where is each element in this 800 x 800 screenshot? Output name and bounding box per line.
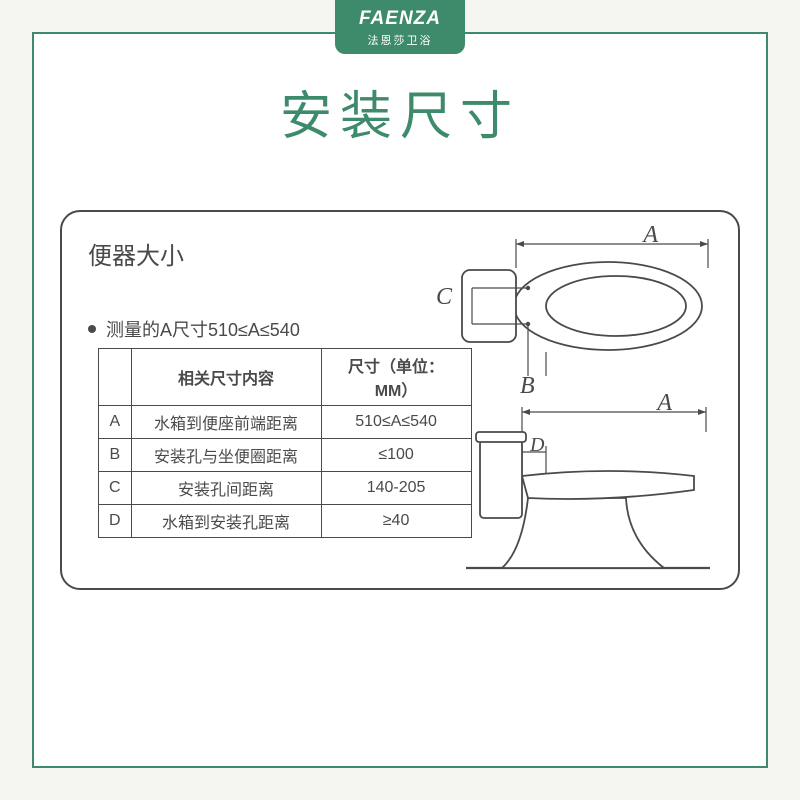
diagram-side-svg	[458, 390, 718, 578]
brand-name: FAENZA	[335, 8, 465, 30]
cell-desc: 安装孔与坐便圈距离	[131, 439, 321, 472]
diagram-top-svg	[458, 230, 718, 378]
cell-key: D	[99, 505, 132, 538]
measure-note: 测量的A尺寸510≤A≤540	[88, 316, 300, 342]
cell-val: ≤100	[321, 439, 471, 472]
cell-val: 140-205	[321, 472, 471, 505]
dim-label-A-top: A	[643, 222, 658, 249]
brand-subtitle: 法恩莎卫浴	[335, 32, 465, 48]
table-row: A 水箱到便座前端距离 510≤A≤540	[99, 406, 472, 439]
cell-desc: 水箱到便座前端距离	[131, 406, 321, 439]
diagram-side-view: A D	[458, 390, 718, 578]
spec-panel: 便器大小 测量的A尺寸510≤A≤540 相关尺寸内容 尺寸（单位：MM） A …	[60, 210, 740, 590]
cell-key: C	[99, 472, 132, 505]
table-header-desc: 相关尺寸内容	[131, 349, 321, 406]
diagram-top-view: A C B	[458, 230, 718, 378]
cell-desc: 安装孔间距离	[131, 472, 321, 505]
cell-val: 510≤A≤540	[321, 406, 471, 439]
bullet-icon	[88, 325, 96, 333]
measure-note-text: 测量的A尺寸510≤A≤540	[106, 316, 300, 342]
table-row: C 安装孔间距离 140-205	[99, 472, 472, 505]
table-row: B 安装孔与坐便圈距离 ≤100	[99, 439, 472, 472]
cell-key: B	[99, 439, 132, 472]
page-title: 安装尺寸	[0, 74, 800, 149]
dim-label-A-side: A	[657, 390, 672, 417]
cell-desc: 水箱到安装孔距离	[131, 505, 321, 538]
table-header-val: 尺寸（单位：MM）	[321, 349, 471, 406]
spec-table: 相关尺寸内容 尺寸（单位：MM） A 水箱到便座前端距离 510≤A≤540 B…	[98, 348, 472, 538]
table-row: D 水箱到安装孔距离 ≥40	[99, 505, 472, 538]
dim-label-D: D	[530, 434, 544, 457]
dim-label-C: C	[436, 284, 452, 311]
table-header-row: 相关尺寸内容 尺寸（单位：MM）	[99, 349, 472, 406]
panel-heading: 便器大小	[88, 236, 184, 271]
cell-val: ≥40	[321, 505, 471, 538]
cell-key: A	[99, 406, 132, 439]
table-header-empty	[99, 349, 132, 406]
brand-badge: FAENZA 法恩莎卫浴	[335, 0, 465, 54]
